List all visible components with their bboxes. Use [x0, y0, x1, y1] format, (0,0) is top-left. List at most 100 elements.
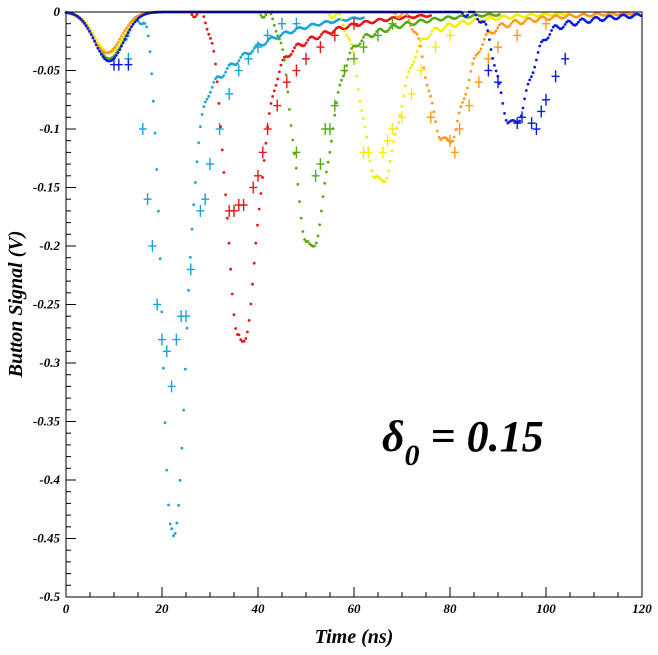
curve-point: [526, 82, 530, 86]
curve-point: [409, 66, 412, 70]
curve-point: [318, 35, 322, 39]
curve-point: [118, 37, 122, 41]
curve-point: [215, 80, 219, 84]
curve-point: [360, 39, 364, 43]
curve-point: [170, 527, 174, 531]
curve-point: [288, 108, 291, 111]
curve-point: [116, 40, 120, 44]
curve-point: [126, 24, 130, 27]
curve-point: [350, 42, 353, 46]
curve-point: [269, 102, 273, 105]
curve-point: [131, 22, 135, 26]
curve-point: [101, 55, 105, 59]
curve-point: [400, 104, 404, 108]
curve-point: [291, 138, 295, 142]
curve-point: [225, 67, 229, 70]
curve-point: [429, 14, 432, 17]
curve-point: [346, 57, 350, 61]
x-tick-label: 80: [444, 601, 458, 616]
curve-point: [501, 102, 505, 105]
curve-point: [346, 25, 350, 28]
curve-point: [336, 91, 340, 94]
curve-point: [575, 22, 579, 26]
curve-point: [387, 169, 390, 173]
curve-point: [237, 59, 241, 63]
curve-point: [494, 29, 498, 33]
curve-point: [293, 46, 296, 50]
curve-point: [207, 32, 211, 36]
curve-point: [338, 12, 342, 16]
curve-point: [94, 43, 98, 47]
curve-point: [99, 52, 103, 56]
curve-point: [325, 170, 328, 174]
curve-point: [286, 90, 290, 94]
curve-point: [414, 31, 417, 34]
curve-point: [207, 94, 211, 98]
curve-point: [278, 70, 281, 74]
curve-point: [318, 223, 322, 227]
curve-point: [331, 16, 335, 20]
curve-point: [545, 38, 548, 41]
curve-point: [422, 66, 426, 70]
curve-point: [188, 255, 192, 259]
curve-point: [373, 176, 377, 180]
curve-point: [398, 113, 402, 117]
curve-point: [150, 72, 154, 76]
y-tick-label: -0.05: [33, 63, 61, 78]
y-tick-label: -0.2: [39, 238, 60, 253]
curve-point: [148, 50, 152, 54]
curve-point: [493, 31, 496, 35]
curve-point: [429, 33, 432, 36]
curve-point: [115, 43, 118, 47]
curve-point: [419, 44, 422, 48]
curve-point: [306, 239, 310, 243]
curve-point: [224, 193, 228, 197]
curve-point: [214, 77, 217, 80]
curve-point: [393, 132, 397, 136]
curve-point: [204, 21, 207, 25]
curve-point: [459, 105, 463, 109]
curve-point: [469, 69, 473, 73]
curve-point: [272, 23, 276, 27]
curve-point: [244, 337, 248, 340]
curve-point: [491, 57, 495, 60]
curve-point: [160, 310, 164, 314]
curve-point: [603, 17, 607, 21]
curve-point: [259, 14, 263, 17]
curve-point: [264, 42, 268, 45]
curve-point: [577, 20, 580, 24]
curve-point: [456, 119, 459, 123]
curve-point: [434, 120, 437, 124]
curve-point: [283, 58, 286, 62]
annotation-subscript: 0: [405, 439, 420, 472]
curve-point: [461, 101, 464, 104]
x-tick-label: 60: [348, 601, 362, 616]
curve-point: [182, 408, 186, 412]
curve-point: [230, 292, 234, 296]
curve-point: [123, 37, 127, 41]
curve-point: [239, 338, 243, 341]
curve-point: [146, 34, 150, 38]
curve-point: [183, 367, 187, 371]
y-tick-label: 0: [54, 4, 61, 19]
curve-point: [115, 54, 118, 57]
curve-point: [320, 33, 323, 36]
curve-point: [125, 34, 128, 38]
curve-point: [340, 17, 343, 21]
curve-point: [261, 176, 264, 179]
curve-point: [355, 74, 358, 78]
curve-point: [232, 313, 236, 316]
frame-overlay: [65, 11, 643, 598]
curve-point: [400, 25, 404, 28]
curve-point: [98, 49, 101, 53]
curve-point: [496, 26, 500, 30]
annotation-symbol: δ: [382, 412, 405, 461]
curve-point: [249, 302, 253, 306]
curve-point: [222, 74, 226, 77]
curve-point: [84, 24, 88, 28]
curve-point: [427, 89, 431, 93]
curve-point: [158, 257, 162, 261]
curve-point: [274, 29, 278, 33]
curve-point: [488, 38, 491, 41]
curve-point: [276, 77, 280, 81]
